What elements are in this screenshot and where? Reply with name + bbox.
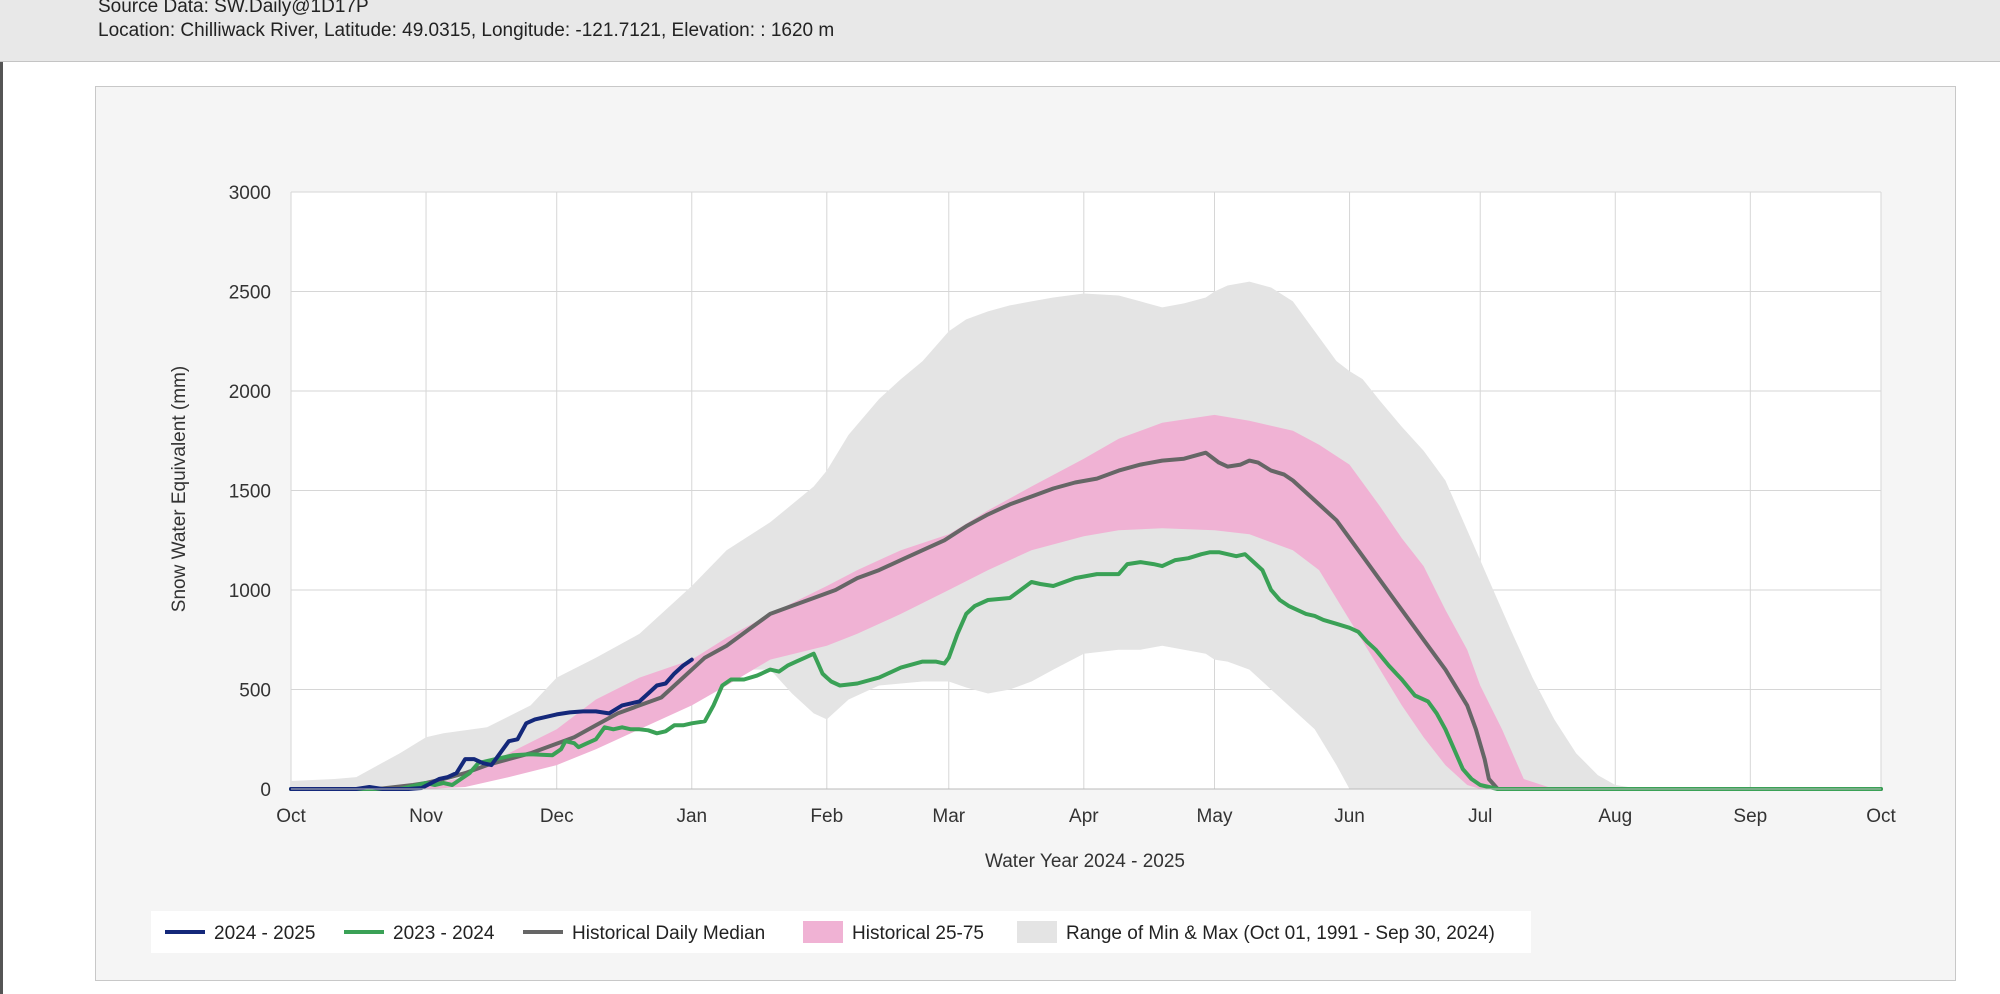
x-tick-label: Apr [1069,806,1099,827]
legend-label-2023-2024: 2023 - 2024 [393,923,495,944]
axes: 0 500 1000 1500 2000 2500 3000 Oct Nov Dec Jan Feb M… [229,183,1897,827]
y-tick-label: 1000 [229,581,271,602]
legend-label-25-75: Historical 25-75 [852,923,984,944]
x-tick-label: Sep [1733,806,1767,827]
x-tick-label: Jul [1468,806,1492,827]
x-tick-label: Jan [676,806,707,827]
line-2023-2024 [289,550,1883,791]
y-tick-label: 2000 [229,382,271,403]
y-tick-label: 3000 [229,183,271,204]
y-tick-label: 0 [260,780,271,801]
x-tick-label: Oct [1866,806,1896,827]
x-tick-label: Oct [276,806,306,827]
x-tick-label: Dec [540,806,574,827]
location-line: Location: Chilliwack River, Latitude: 49… [98,20,835,41]
x-tick-label: Mar [932,806,965,827]
legend-swatch-25-75 [803,921,843,943]
x-tick-label: Aug [1598,806,1632,827]
band-25-75 [291,414,1881,789]
legend-label-2024-2025: 2024 - 2025 [214,923,315,944]
x-tick-label: Feb [810,806,843,827]
y-tick-label: 2500 [229,283,271,304]
source-data-line: Source Data: SW.Daily@1D17P [98,0,369,17]
x-tick-label: Nov [409,806,443,827]
x-tick-label: May [1197,806,1233,827]
window-left-border [0,0,3,994]
y-tick-label: 1500 [229,482,271,503]
legend-label-median: Historical Daily Median [572,923,765,944]
chart-panel: 0 500 1000 1500 2000 2500 3000 Oct Nov Dec Jan Feb M… [95,86,1956,981]
y-axis-label: Snow Water Equivalent (mm) [169,366,190,612]
legend-swatch-min-max [1017,921,1057,943]
x-tick-label: Jun [1334,806,1365,827]
x-axis-label: Water Year 2024 - 2025 [985,851,1185,872]
swe-chart: 0 500 1000 1500 2000 2500 3000 Oct Nov Dec Jan Feb M… [151,183,1897,953]
chart-header: Source Data: SW.Daily@1D17P Location: Ch… [0,0,2000,62]
legend: 2024 - 2025 2023 - 2024 Historical Daily… [151,911,1531,953]
y-tick-label: 500 [239,681,271,702]
legend-label-min-max: Range of Min & Max (Oct 01, 1991 - Sep 3… [1066,923,1495,944]
